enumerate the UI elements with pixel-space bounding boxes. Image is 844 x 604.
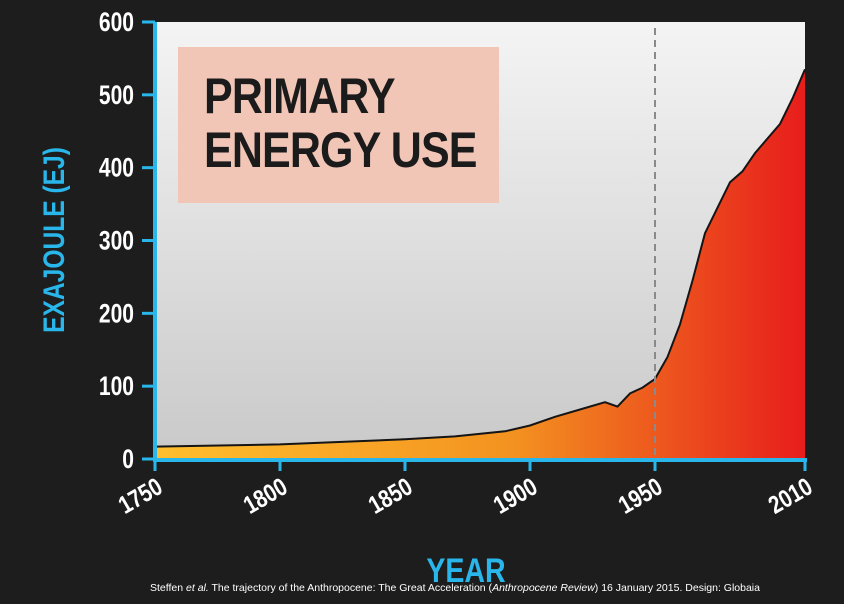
y-axis-label: EXAJOULE (EJ) <box>37 147 71 333</box>
energy-area-fill <box>155 69 805 460</box>
citation-tail: ) 16 January 2015. Design: Globaia <box>594 582 760 594</box>
x-tick-label: 1900 <box>488 472 542 519</box>
x-tick-label: 1750 <box>113 472 167 519</box>
y-tick-label: 400 <box>99 153 134 183</box>
citation-journal: Anthropocene Review <box>492 582 595 594</box>
x-axis-label: YEAR <box>426 552 506 590</box>
y-tick-label: 500 <box>99 80 134 110</box>
chart-title-line-1: PRIMARY <box>204 68 396 124</box>
x-tick-label: 1800 <box>238 472 292 519</box>
source-citation: Steffen et al. The trajectory of the Ant… <box>150 582 840 594</box>
chart-title-line-2: ENERGY USE <box>204 122 477 178</box>
y-tick-label: 300 <box>99 226 134 256</box>
y-tick-label: 200 <box>99 299 134 329</box>
citation-etal: et al. <box>186 582 209 594</box>
citation-author: Steffen <box>150 582 187 594</box>
y-tick-label: 100 <box>99 372 134 402</box>
y-tick-label: 600 <box>99 8 134 38</box>
y-tick-label: 0 <box>122 445 134 475</box>
x-tick-label-highlight: 1950 <box>613 472 667 519</box>
x-tick-label: 1850 <box>363 472 417 519</box>
chart-title-box: PRIMARY ENERGY USE <box>178 47 499 203</box>
x-tick-label: 2010 <box>763 472 817 519</box>
citation-title: The trajectory of the Anthropocene: The … <box>208 582 493 594</box>
